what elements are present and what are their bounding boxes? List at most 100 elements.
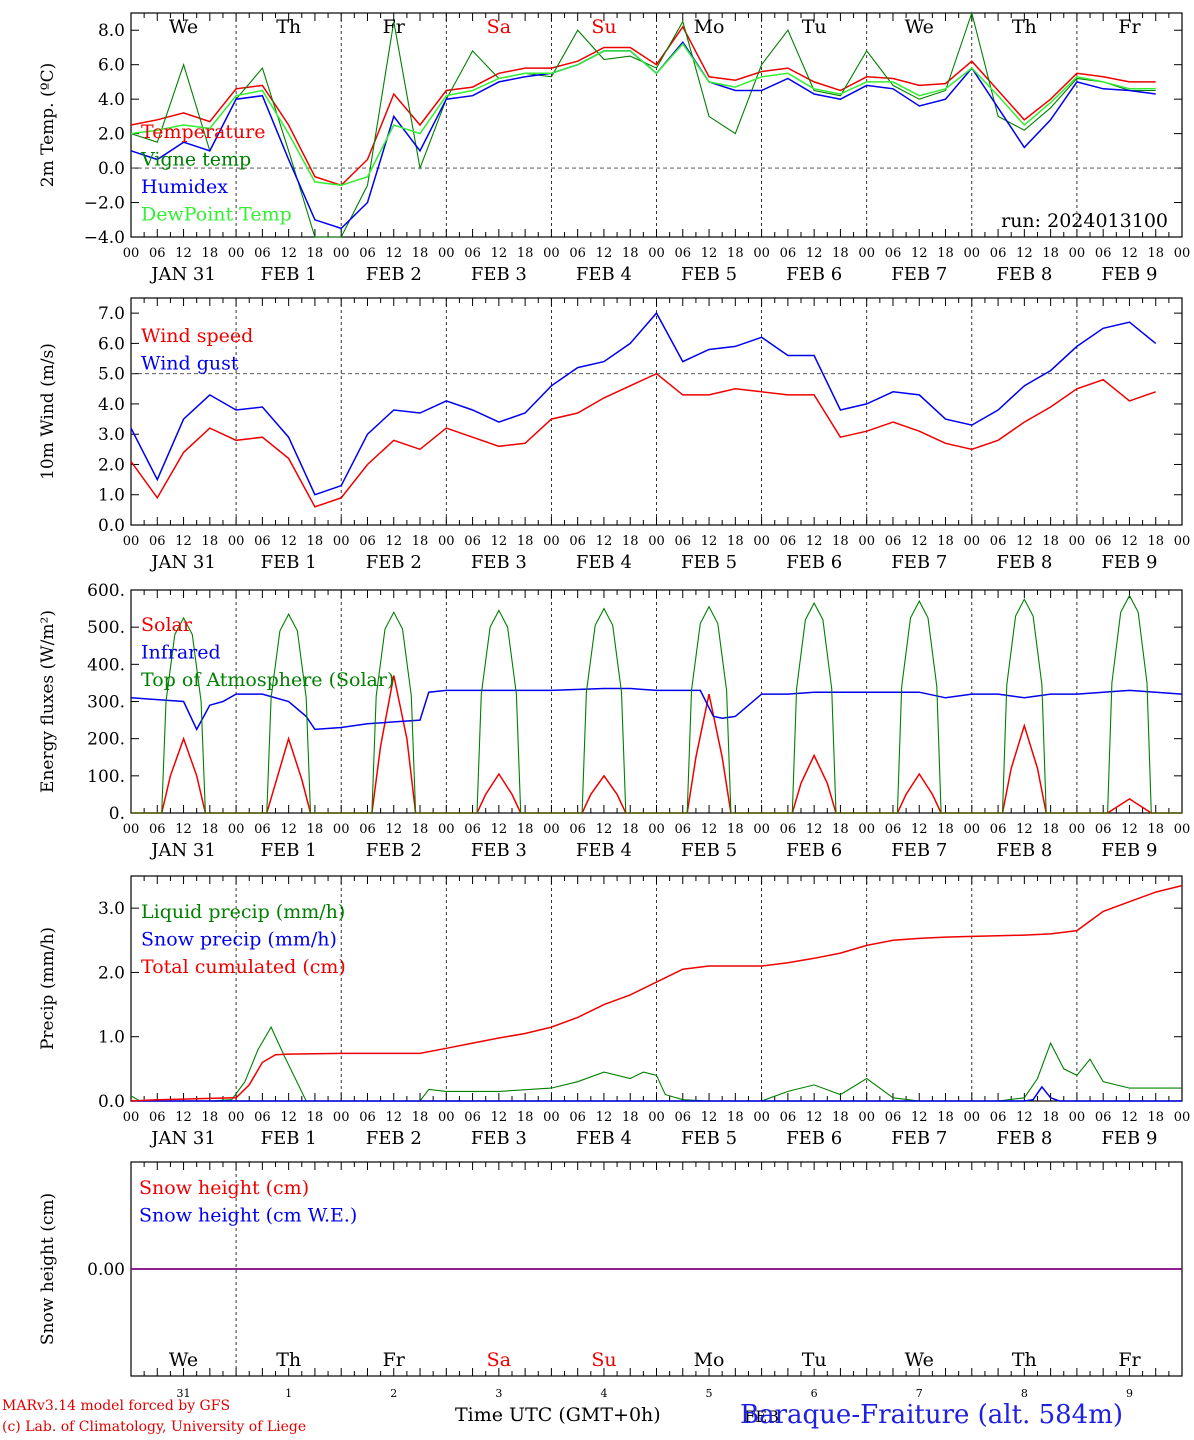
y-tick-label: 2.0 [98, 455, 125, 475]
hour-tick-label: 18 [1147, 1110, 1164, 1125]
hour-tick-label: 00 [543, 822, 560, 837]
hour-tick-label: 12 [1016, 1110, 1033, 1125]
hour-tick-label: 00 [438, 822, 455, 837]
date-label: FEB 4 [576, 264, 632, 285]
legend-entry: Top of Atmosphere (Solar) [141, 669, 394, 691]
hour-tick-label: 00 [228, 822, 245, 837]
hour-tick-label: 00 [438, 246, 455, 261]
date-label: FEB 2 [366, 264, 422, 285]
date-label: FEB 4 [576, 552, 632, 573]
date-label: FEB 6 [786, 1128, 842, 1149]
date-label: FEB 5 [681, 840, 737, 861]
hour-tick-label: 18 [727, 1110, 744, 1125]
hour-tick-label: 00 [964, 822, 981, 837]
series-line [130, 372, 1156, 508]
hour-tick-label: 06 [990, 246, 1007, 261]
hour-tick-label: 06 [149, 534, 166, 549]
hour-tick-label: 12 [491, 822, 508, 837]
day-name-label: Sa [487, 16, 511, 38]
hour-tick-label: 00 [753, 534, 770, 549]
series-line [130, 687, 1183, 732]
hour-tick-label: 00 [858, 534, 875, 549]
date-label: JAN 31 [149, 1128, 216, 1149]
hour-tick-label: 06 [149, 246, 166, 261]
run-label: run: 2024013100 [1001, 210, 1168, 232]
x-axis-label: Time UTC (GMT+0h) [455, 1404, 661, 1426]
hour-tick-label: 00 [1069, 246, 1086, 261]
hour-tick-label: 18 [202, 534, 219, 549]
day-name-label: Su [591, 16, 616, 38]
date-label: FEB 3 [471, 552, 527, 573]
hour-tick-label: 18 [1042, 534, 1059, 549]
hour-tick-label: 00 [438, 1110, 455, 1125]
hour-tick-label: 18 [1042, 246, 1059, 261]
hour-tick-label: 06 [359, 822, 376, 837]
hour-tick-label: 12 [911, 1110, 928, 1125]
y-tick-label: 1.0 [98, 1028, 125, 1048]
hour-tick-label: 06 [1095, 822, 1112, 837]
hour-tick-label: 06 [885, 822, 902, 837]
date-label: FEB 9 [1101, 264, 1157, 285]
legend-entry: Humidex [141, 176, 228, 198]
hour-tick-label: 18 [832, 246, 849, 261]
hour-tick-label: 12 [1016, 534, 1033, 549]
y-tick-label: 2.0 [98, 125, 125, 145]
hour-tick-label: 00 [1174, 534, 1191, 549]
hour-tick-label: 00 [1069, 822, 1086, 837]
day-number-label: 4 [600, 1387, 607, 1400]
hour-tick-label: 06 [780, 246, 797, 261]
hour-tick-label: 00 [123, 246, 140, 261]
hour-tick-label: 00 [1174, 1110, 1191, 1125]
hour-tick-label: 00 [1174, 246, 1191, 261]
hour-tick-label: 00 [753, 822, 770, 837]
day-name-label: Th [276, 16, 301, 38]
day-number-label: 5 [706, 1387, 713, 1400]
date-label: FEB 7 [891, 264, 947, 285]
hour-tick-label: 18 [1147, 246, 1164, 261]
hour-tick-label: 18 [1147, 534, 1164, 549]
date-label: FEB 5 [681, 552, 737, 573]
date-label: FEB 2 [366, 552, 422, 573]
legend-entry: Solar [141, 614, 193, 636]
hour-tick-label: 12 [385, 822, 402, 837]
hour-tick-label: 18 [622, 822, 639, 837]
hour-tick-label: 12 [701, 534, 718, 549]
day-name-label: Th [1012, 1349, 1037, 1371]
hour-tick-label: 00 [123, 822, 140, 837]
hour-tick-label: 12 [596, 822, 613, 837]
hour-tick-label: 06 [254, 1110, 271, 1125]
date-label: FEB 8 [996, 1128, 1052, 1149]
y-tick-label: 0.0 [98, 159, 125, 179]
hour-tick-label: 12 [806, 1110, 823, 1125]
hour-tick-label: 18 [202, 1110, 219, 1125]
day-number-label: 2 [390, 1387, 397, 1400]
hour-tick-label: 12 [596, 534, 613, 549]
legend-entry: Liquid precip (mm/h) [141, 901, 345, 923]
hour-tick-label: 18 [727, 534, 744, 549]
y-tick-label: 7.0 [98, 304, 125, 324]
hour-tick-label: 18 [832, 1110, 849, 1125]
y-tick-label: 6.0 [98, 334, 125, 354]
hour-tick-label: 00 [964, 534, 981, 549]
series-line [130, 42, 1156, 187]
hour-tick-label: 12 [806, 246, 823, 261]
hour-tick-label: 12 [385, 534, 402, 549]
hour-tick-label: 18 [727, 246, 744, 261]
y-tick-label: 200. [87, 730, 125, 750]
legend-entry: Snow height (cm W.E.) [139, 1205, 357, 1227]
hour-tick-label: 06 [254, 246, 271, 261]
hour-tick-label: 00 [1069, 1110, 1086, 1125]
hour-tick-label: 18 [937, 246, 954, 261]
hour-tick-label: 12 [911, 822, 928, 837]
y-tick-label: 3.0 [98, 425, 125, 445]
hour-tick-label: 06 [675, 822, 692, 837]
y-tick-label: 100. [87, 767, 125, 787]
date-label: FEB 2 [366, 840, 422, 861]
hour-tick-label: 18 [202, 246, 219, 261]
hour-tick-label: 12 [1016, 822, 1033, 837]
hour-tick-label: 18 [412, 822, 429, 837]
hour-tick-label: 06 [885, 1110, 902, 1125]
legend-entry: Infrared [141, 642, 221, 664]
hour-tick-label: 00 [753, 1110, 770, 1125]
hour-tick-label: 00 [648, 1110, 665, 1125]
